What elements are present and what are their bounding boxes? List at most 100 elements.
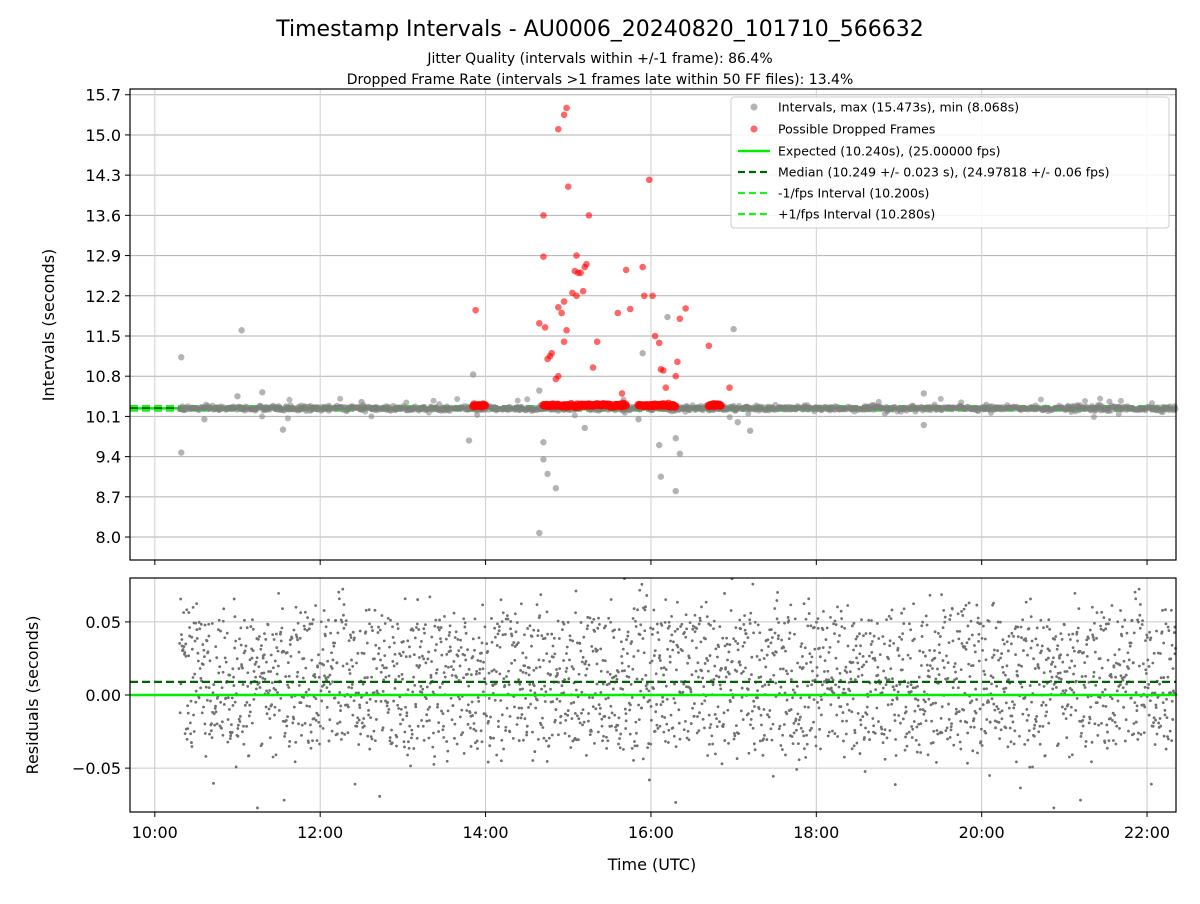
residual-point [714, 647, 718, 651]
residual-point [830, 676, 834, 680]
residual-point [537, 737, 540, 741]
interval-outlier-point [358, 398, 365, 406]
residual-point [966, 624, 970, 628]
residual-point [1002, 642, 1006, 646]
residual-point [412, 675, 416, 679]
residual-point [533, 750, 537, 753]
residual-point [470, 700, 474, 704]
residual-point [814, 735, 818, 739]
residual-point [1158, 717, 1162, 720]
residual-point [834, 683, 837, 687]
residual-point [617, 628, 621, 631]
residual-point [759, 675, 763, 679]
residual-point [243, 618, 246, 622]
residual-point [211, 691, 215, 695]
residual-point [1005, 640, 1009, 644]
residual-point [774, 650, 778, 654]
residual-point [773, 631, 777, 635]
residual-point [613, 628, 616, 632]
residual-point [662, 673, 665, 677]
residual-point [195, 628, 199, 632]
residual-point [582, 635, 586, 639]
residual-point [215, 656, 219, 660]
residual-point [455, 742, 459, 746]
residual-point [284, 719, 288, 722]
residual-point [276, 664, 280, 668]
residual-point [665, 697, 669, 701]
residual-point [925, 623, 929, 627]
residual-point [634, 619, 637, 623]
residual-point [756, 623, 760, 627]
residual-point [490, 669, 494, 673]
residual-point [904, 710, 908, 714]
residual-point [474, 741, 477, 745]
residual-point [327, 618, 330, 622]
residual-point [868, 738, 872, 741]
interval-point [403, 399, 410, 406]
residual-point [703, 726, 706, 730]
residual-point [796, 712, 800, 716]
residual-point [773, 607, 777, 610]
residual-point [938, 635, 942, 638]
residual-point [401, 650, 405, 654]
residual-point [665, 722, 669, 726]
residual-point [547, 744, 551, 748]
residual-point [509, 627, 512, 631]
residual-point [499, 598, 503, 602]
residual-point [312, 717, 316, 720]
residual-point [771, 774, 775, 778]
residual-point [723, 592, 726, 595]
residual-point [823, 670, 826, 673]
residual-point [543, 700, 547, 703]
interval-point [1063, 405, 1070, 412]
dropped-frame-point [480, 401, 490, 410]
residual-point [1061, 660, 1065, 664]
residual-point [489, 715, 492, 719]
residual-point [751, 582, 755, 586]
residual-point [732, 737, 736, 741]
residual-point [296, 638, 299, 642]
interval-outlier-point [920, 390, 928, 397]
residual-point [821, 646, 825, 650]
residual-point [557, 680, 561, 684]
residual-point [250, 656, 254, 660]
interval-outlier-point [465, 437, 473, 444]
intervals-points [176, 104, 1179, 537]
residual-point [374, 699, 378, 703]
residual-point [1090, 605, 1094, 609]
residual-point [1012, 706, 1016, 710]
residual-point [231, 704, 235, 707]
residual-point [686, 729, 690, 733]
residual-point [825, 678, 828, 682]
residual-point [1000, 717, 1004, 721]
residual-point [721, 725, 725, 729]
residual-point [1052, 656, 1055, 660]
residual-point [225, 631, 229, 635]
residual-point [686, 661, 690, 665]
residual-point [906, 681, 910, 685]
interval-outlier-point [234, 393, 241, 400]
residual-point [976, 751, 979, 755]
residual-point [615, 728, 618, 732]
residual-point [1102, 616, 1106, 620]
residual-point [1141, 619, 1144, 623]
residual-point [239, 643, 243, 647]
residual-point [296, 621, 300, 625]
residual-point [941, 659, 945, 662]
residual-point [398, 713, 402, 717]
residual-point [429, 673, 433, 677]
residual-point [474, 729, 478, 733]
residual-point [956, 733, 960, 737]
residual-point [633, 740, 636, 743]
residual-point [1116, 620, 1120, 624]
residual-point [718, 625, 722, 628]
residual-point [1044, 714, 1048, 718]
residual-point [606, 739, 610, 743]
residual-point [790, 735, 794, 738]
residual-point [1087, 680, 1091, 684]
residual-point [1134, 597, 1138, 601]
residual-point [846, 644, 850, 648]
residual-point [942, 609, 946, 612]
residual-point [297, 650, 301, 654]
residual-point [255, 656, 259, 660]
